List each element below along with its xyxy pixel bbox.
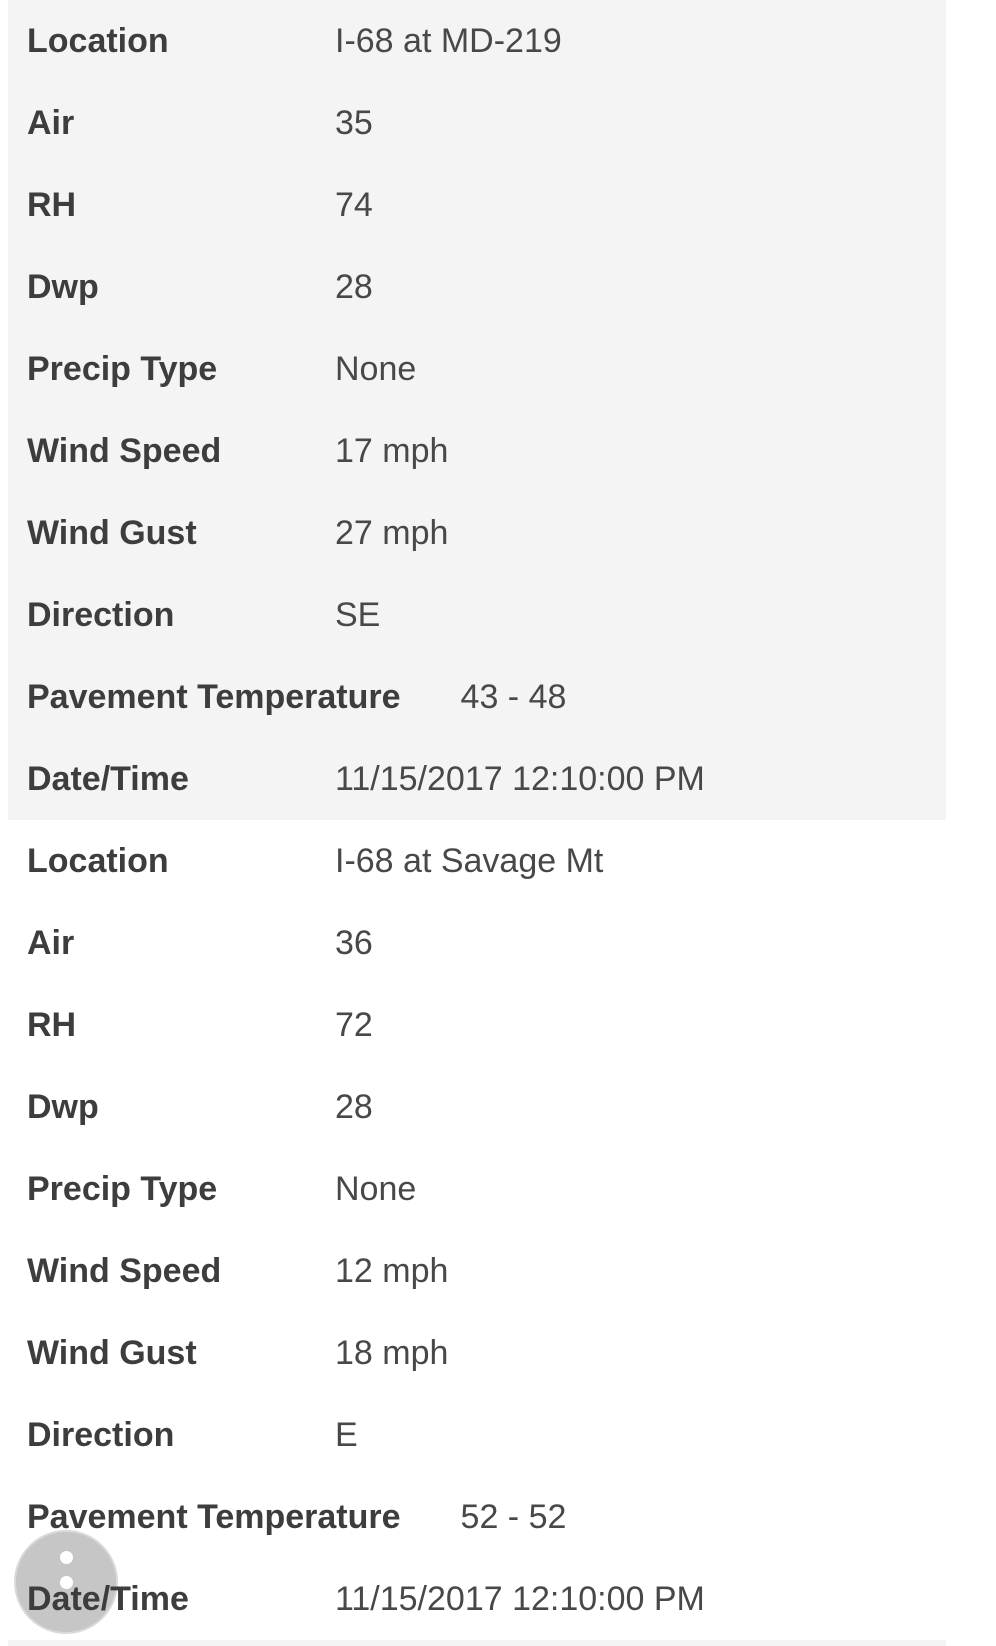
field-value: SE [335, 595, 381, 634]
field-label: Wind Speed [27, 1251, 222, 1290]
field-value: 11/15/2017 12:10:00 PM [335, 1579, 705, 1618]
field-value: I-68 at MD-219 [335, 21, 562, 60]
reading-row: Precip Type None [8, 328, 946, 410]
field-value: 74 [335, 185, 373, 224]
field-value: 11/15/2017 12:10:00 PM [335, 759, 705, 798]
field-value: 18 mph [335, 1333, 449, 1372]
field-label: Date/Time [27, 1579, 189, 1618]
field-value: 28 [335, 267, 373, 306]
field-value: 43 - 48 [460, 677, 567, 716]
field-label: Location [27, 841, 169, 880]
reading-row: Wind Speed 12 mph [8, 1230, 946, 1312]
reading-row: Pavement Temperature 52 - 52 [8, 1476, 946, 1558]
reading-row: Wind Gust 27 mph [8, 492, 946, 574]
station-record: Location I-68 at MD-219 Air 35 RH 74 Dwp… [8, 0, 946, 820]
field-label: Precip Type [27, 1169, 218, 1208]
next-record-peek [8, 1640, 946, 1646]
reading-row: Direction SE [8, 574, 946, 656]
field-label: Dwp [27, 1087, 99, 1126]
field-value: I-68 at Savage Mt [335, 841, 604, 880]
field-label: Pavement Temperature [27, 1497, 401, 1536]
field-value: 72 [335, 1005, 373, 1044]
field-label: Location [27, 21, 169, 60]
field-label: Pavement Temperature [27, 677, 401, 716]
field-value: 35 [335, 103, 373, 142]
field-value: None [335, 1169, 417, 1208]
field-value: 36 [335, 923, 373, 962]
field-value: 17 mph [335, 431, 449, 470]
reading-row: Location I-68 at MD-219 [8, 0, 946, 82]
field-label: Precip Type [27, 349, 218, 388]
field-label: RH [27, 185, 77, 224]
reading-row: Dwp 28 [8, 1066, 946, 1148]
floating-scroll-handle-button[interactable] [14, 1530, 118, 1634]
reading-row: Pavement Temperature 43 - 48 [8, 656, 946, 738]
reading-row: Wind Gust 18 mph [8, 1312, 946, 1394]
reading-row: Wind Speed 17 mph [8, 410, 946, 492]
field-label: Direction [27, 1415, 175, 1454]
field-label: RH [27, 1005, 77, 1044]
field-label: Air [27, 103, 75, 142]
reading-row: RH 74 [8, 164, 946, 246]
field-label: Direction [27, 595, 175, 634]
reading-row: Location I-68 at Savage Mt [8, 820, 946, 902]
reading-row: Air 36 [8, 902, 946, 984]
field-value: 28 [335, 1087, 373, 1126]
field-label: Air [27, 923, 75, 962]
vertical-dots-icon [60, 1576, 73, 1589]
reading-row: Air 35 [8, 82, 946, 164]
reading-row: Date/Time 11/15/2017 12:10:00 PM [8, 738, 946, 820]
station-records-list: Location I-68 at MD-219 Air 35 RH 74 Dwp… [8, 0, 946, 1646]
vertical-dots-icon [60, 1551, 73, 1564]
field-label: Dwp [27, 267, 99, 306]
field-label: Wind Speed [27, 431, 222, 470]
reading-row: Dwp 28 [8, 246, 946, 328]
field-value: 27 mph [335, 513, 449, 552]
reading-row: Precip Type None [8, 1148, 946, 1230]
field-value: 12 mph [335, 1251, 449, 1290]
field-label: Date/Time [27, 759, 189, 798]
field-value: None [335, 349, 417, 388]
field-label: Wind Gust [27, 513, 197, 552]
reading-row: RH 72 [8, 984, 946, 1066]
field-value: E [335, 1415, 358, 1454]
station-record: Location I-68 at Savage Mt Air 36 RH 72 … [8, 820, 946, 1640]
reading-row: Date/Time 11/15/2017 12:10:00 PM [8, 1558, 946, 1640]
reading-row: Direction E [8, 1394, 946, 1476]
field-value: 52 - 52 [460, 1497, 567, 1536]
field-label: Wind Gust [27, 1333, 197, 1372]
